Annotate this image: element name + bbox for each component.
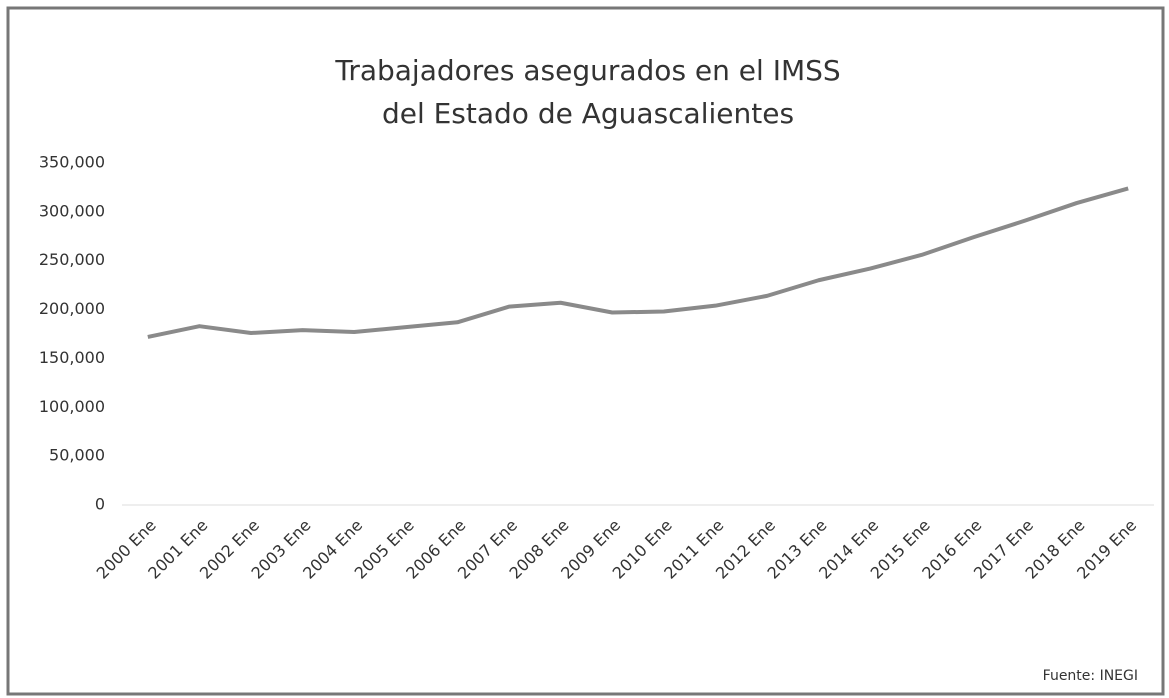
y-tick-label: 350,000 [39, 153, 105, 172]
y-tick-label: 100,000 [39, 397, 105, 416]
y-tick-label: 200,000 [39, 299, 105, 318]
chart-title: del Estado de Aguascalientes [382, 97, 794, 130]
series-line [147, 186, 1129, 339]
y-tick-label: 50,000 [49, 446, 105, 465]
source-note: Fuente: INEGI [1043, 668, 1138, 684]
y-tick-label: 150,000 [39, 348, 105, 367]
y-tick-label: 300,000 [39, 201, 105, 220]
y-tick-label: 0 [95, 495, 105, 514]
frame [6, 6, 1165, 696]
chart-title: Trabajadores asegurados en el IMSS [334, 54, 840, 87]
y-tick-label: 250,000 [39, 250, 105, 269]
